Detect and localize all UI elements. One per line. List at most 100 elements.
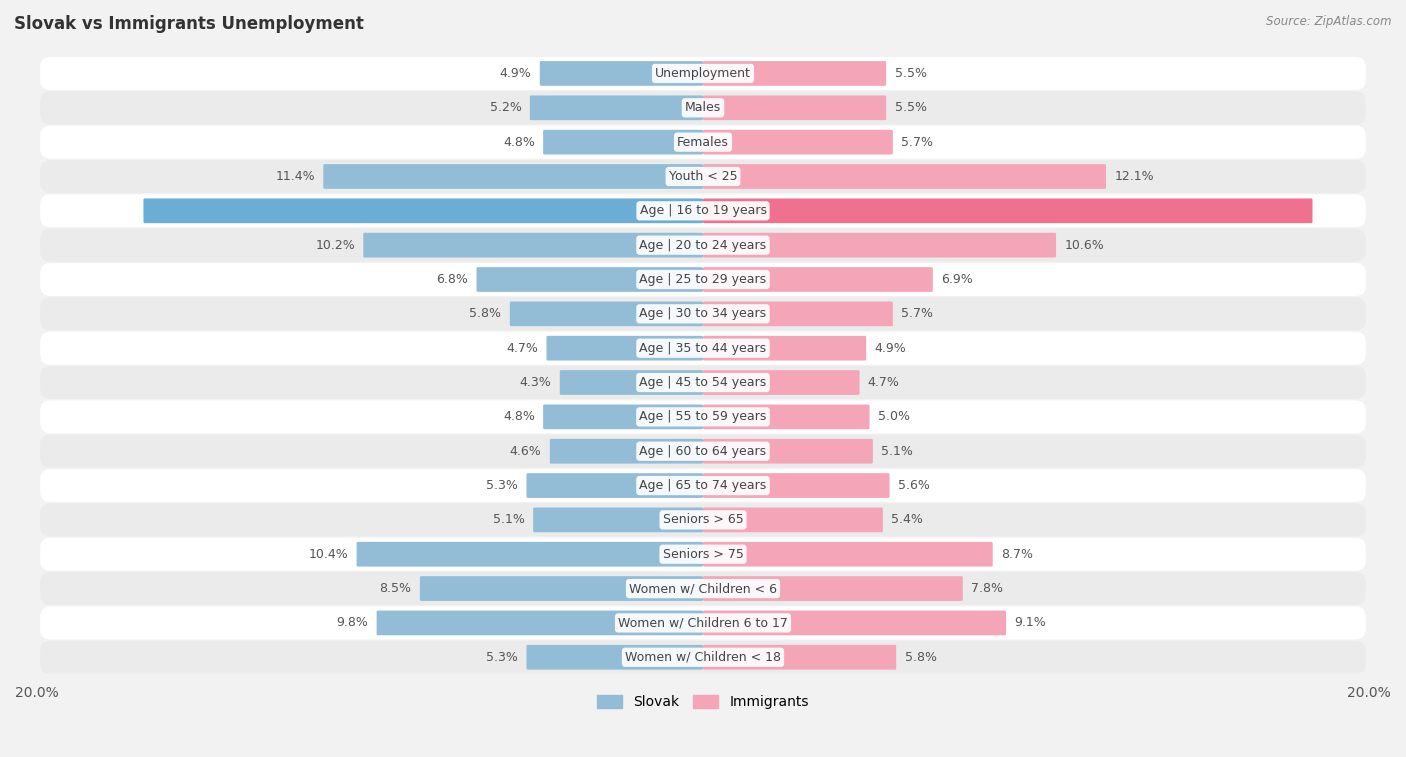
Text: Youth < 25: Youth < 25 — [669, 170, 737, 183]
Text: 5.6%: 5.6% — [898, 479, 929, 492]
Text: 5.8%: 5.8% — [470, 307, 502, 320]
Text: 9.1%: 9.1% — [1014, 616, 1046, 629]
FancyBboxPatch shape — [357, 542, 703, 566]
Text: 10.4%: 10.4% — [308, 548, 349, 561]
FancyBboxPatch shape — [533, 507, 703, 532]
Text: 5.8%: 5.8% — [904, 651, 936, 664]
Text: 8.7%: 8.7% — [1001, 548, 1033, 561]
Text: Source: ZipAtlas.com: Source: ZipAtlas.com — [1267, 15, 1392, 28]
FancyBboxPatch shape — [363, 233, 703, 257]
Text: Age | 30 to 34 years: Age | 30 to 34 years — [640, 307, 766, 320]
Text: 5.5%: 5.5% — [894, 101, 927, 114]
Text: 5.1%: 5.1% — [882, 444, 912, 458]
Text: 5.7%: 5.7% — [901, 307, 934, 320]
Text: 5.3%: 5.3% — [486, 651, 519, 664]
Text: Age | 20 to 24 years: Age | 20 to 24 years — [640, 238, 766, 251]
Text: 10.6%: 10.6% — [1064, 238, 1104, 251]
FancyBboxPatch shape — [41, 606, 1365, 640]
FancyBboxPatch shape — [703, 129, 893, 154]
Text: 8.5%: 8.5% — [380, 582, 412, 595]
Text: 7.8%: 7.8% — [972, 582, 1002, 595]
FancyBboxPatch shape — [703, 336, 866, 360]
Text: 18.3%: 18.3% — [711, 204, 755, 217]
FancyBboxPatch shape — [703, 611, 1007, 635]
FancyBboxPatch shape — [41, 435, 1365, 468]
FancyBboxPatch shape — [547, 336, 703, 360]
FancyBboxPatch shape — [41, 366, 1365, 399]
FancyBboxPatch shape — [703, 404, 869, 429]
Text: Women w/ Children 6 to 17: Women w/ Children 6 to 17 — [619, 616, 787, 629]
FancyBboxPatch shape — [41, 160, 1365, 193]
FancyBboxPatch shape — [703, 95, 886, 120]
FancyBboxPatch shape — [41, 332, 1365, 365]
FancyBboxPatch shape — [540, 61, 703, 86]
Text: 4.8%: 4.8% — [503, 410, 534, 423]
Legend: Slovak, Immigrants: Slovak, Immigrants — [592, 690, 814, 715]
FancyBboxPatch shape — [323, 164, 703, 188]
FancyBboxPatch shape — [543, 129, 703, 154]
FancyBboxPatch shape — [703, 61, 886, 86]
Text: 4.9%: 4.9% — [875, 341, 907, 355]
FancyBboxPatch shape — [377, 611, 703, 635]
Text: 4.6%: 4.6% — [510, 444, 541, 458]
FancyBboxPatch shape — [550, 439, 703, 463]
FancyBboxPatch shape — [703, 301, 893, 326]
Text: 5.7%: 5.7% — [901, 136, 934, 148]
Text: Seniors > 75: Seniors > 75 — [662, 548, 744, 561]
Text: 5.4%: 5.4% — [891, 513, 924, 526]
FancyBboxPatch shape — [41, 229, 1365, 262]
Text: Age | 65 to 74 years: Age | 65 to 74 years — [640, 479, 766, 492]
Text: Age | 16 to 19 years: Age | 16 to 19 years — [640, 204, 766, 217]
FancyBboxPatch shape — [143, 198, 703, 223]
Text: 12.1%: 12.1% — [1115, 170, 1154, 183]
FancyBboxPatch shape — [41, 92, 1365, 124]
Text: Age | 35 to 44 years: Age | 35 to 44 years — [640, 341, 766, 355]
FancyBboxPatch shape — [703, 267, 932, 292]
Text: 5.1%: 5.1% — [494, 513, 524, 526]
Text: 5.5%: 5.5% — [894, 67, 927, 80]
Text: 6.8%: 6.8% — [436, 273, 468, 286]
Text: Age | 45 to 54 years: Age | 45 to 54 years — [640, 376, 766, 389]
FancyBboxPatch shape — [41, 537, 1365, 571]
FancyBboxPatch shape — [41, 400, 1365, 433]
FancyBboxPatch shape — [703, 645, 896, 670]
Text: Women w/ Children < 6: Women w/ Children < 6 — [628, 582, 778, 595]
Text: 5.2%: 5.2% — [489, 101, 522, 114]
FancyBboxPatch shape — [543, 404, 703, 429]
Text: Women w/ Children < 18: Women w/ Children < 18 — [626, 651, 780, 664]
Text: 11.4%: 11.4% — [276, 170, 315, 183]
FancyBboxPatch shape — [560, 370, 703, 395]
Text: 5.0%: 5.0% — [877, 410, 910, 423]
FancyBboxPatch shape — [703, 576, 963, 601]
FancyBboxPatch shape — [41, 57, 1365, 90]
Text: Slovak vs Immigrants Unemployment: Slovak vs Immigrants Unemployment — [14, 15, 364, 33]
Text: 4.3%: 4.3% — [520, 376, 551, 389]
FancyBboxPatch shape — [703, 473, 890, 498]
FancyBboxPatch shape — [703, 233, 1056, 257]
Text: Age | 60 to 64 years: Age | 60 to 64 years — [640, 444, 766, 458]
FancyBboxPatch shape — [41, 126, 1365, 159]
FancyBboxPatch shape — [41, 503, 1365, 537]
FancyBboxPatch shape — [703, 198, 1313, 223]
FancyBboxPatch shape — [41, 195, 1365, 227]
FancyBboxPatch shape — [41, 572, 1365, 605]
FancyBboxPatch shape — [703, 164, 1107, 188]
Text: 4.7%: 4.7% — [868, 376, 900, 389]
FancyBboxPatch shape — [41, 263, 1365, 296]
Text: Unemployment: Unemployment — [655, 67, 751, 80]
FancyBboxPatch shape — [41, 640, 1365, 674]
Text: Females: Females — [678, 136, 728, 148]
FancyBboxPatch shape — [420, 576, 703, 601]
Text: Seniors > 65: Seniors > 65 — [662, 513, 744, 526]
FancyBboxPatch shape — [703, 370, 859, 395]
FancyBboxPatch shape — [477, 267, 703, 292]
FancyBboxPatch shape — [526, 645, 703, 670]
Text: Age | 25 to 29 years: Age | 25 to 29 years — [640, 273, 766, 286]
Text: 16.8%: 16.8% — [651, 204, 695, 217]
FancyBboxPatch shape — [703, 439, 873, 463]
Text: 9.8%: 9.8% — [336, 616, 368, 629]
FancyBboxPatch shape — [703, 542, 993, 566]
FancyBboxPatch shape — [526, 473, 703, 498]
Text: Age | 55 to 59 years: Age | 55 to 59 years — [640, 410, 766, 423]
FancyBboxPatch shape — [41, 469, 1365, 502]
